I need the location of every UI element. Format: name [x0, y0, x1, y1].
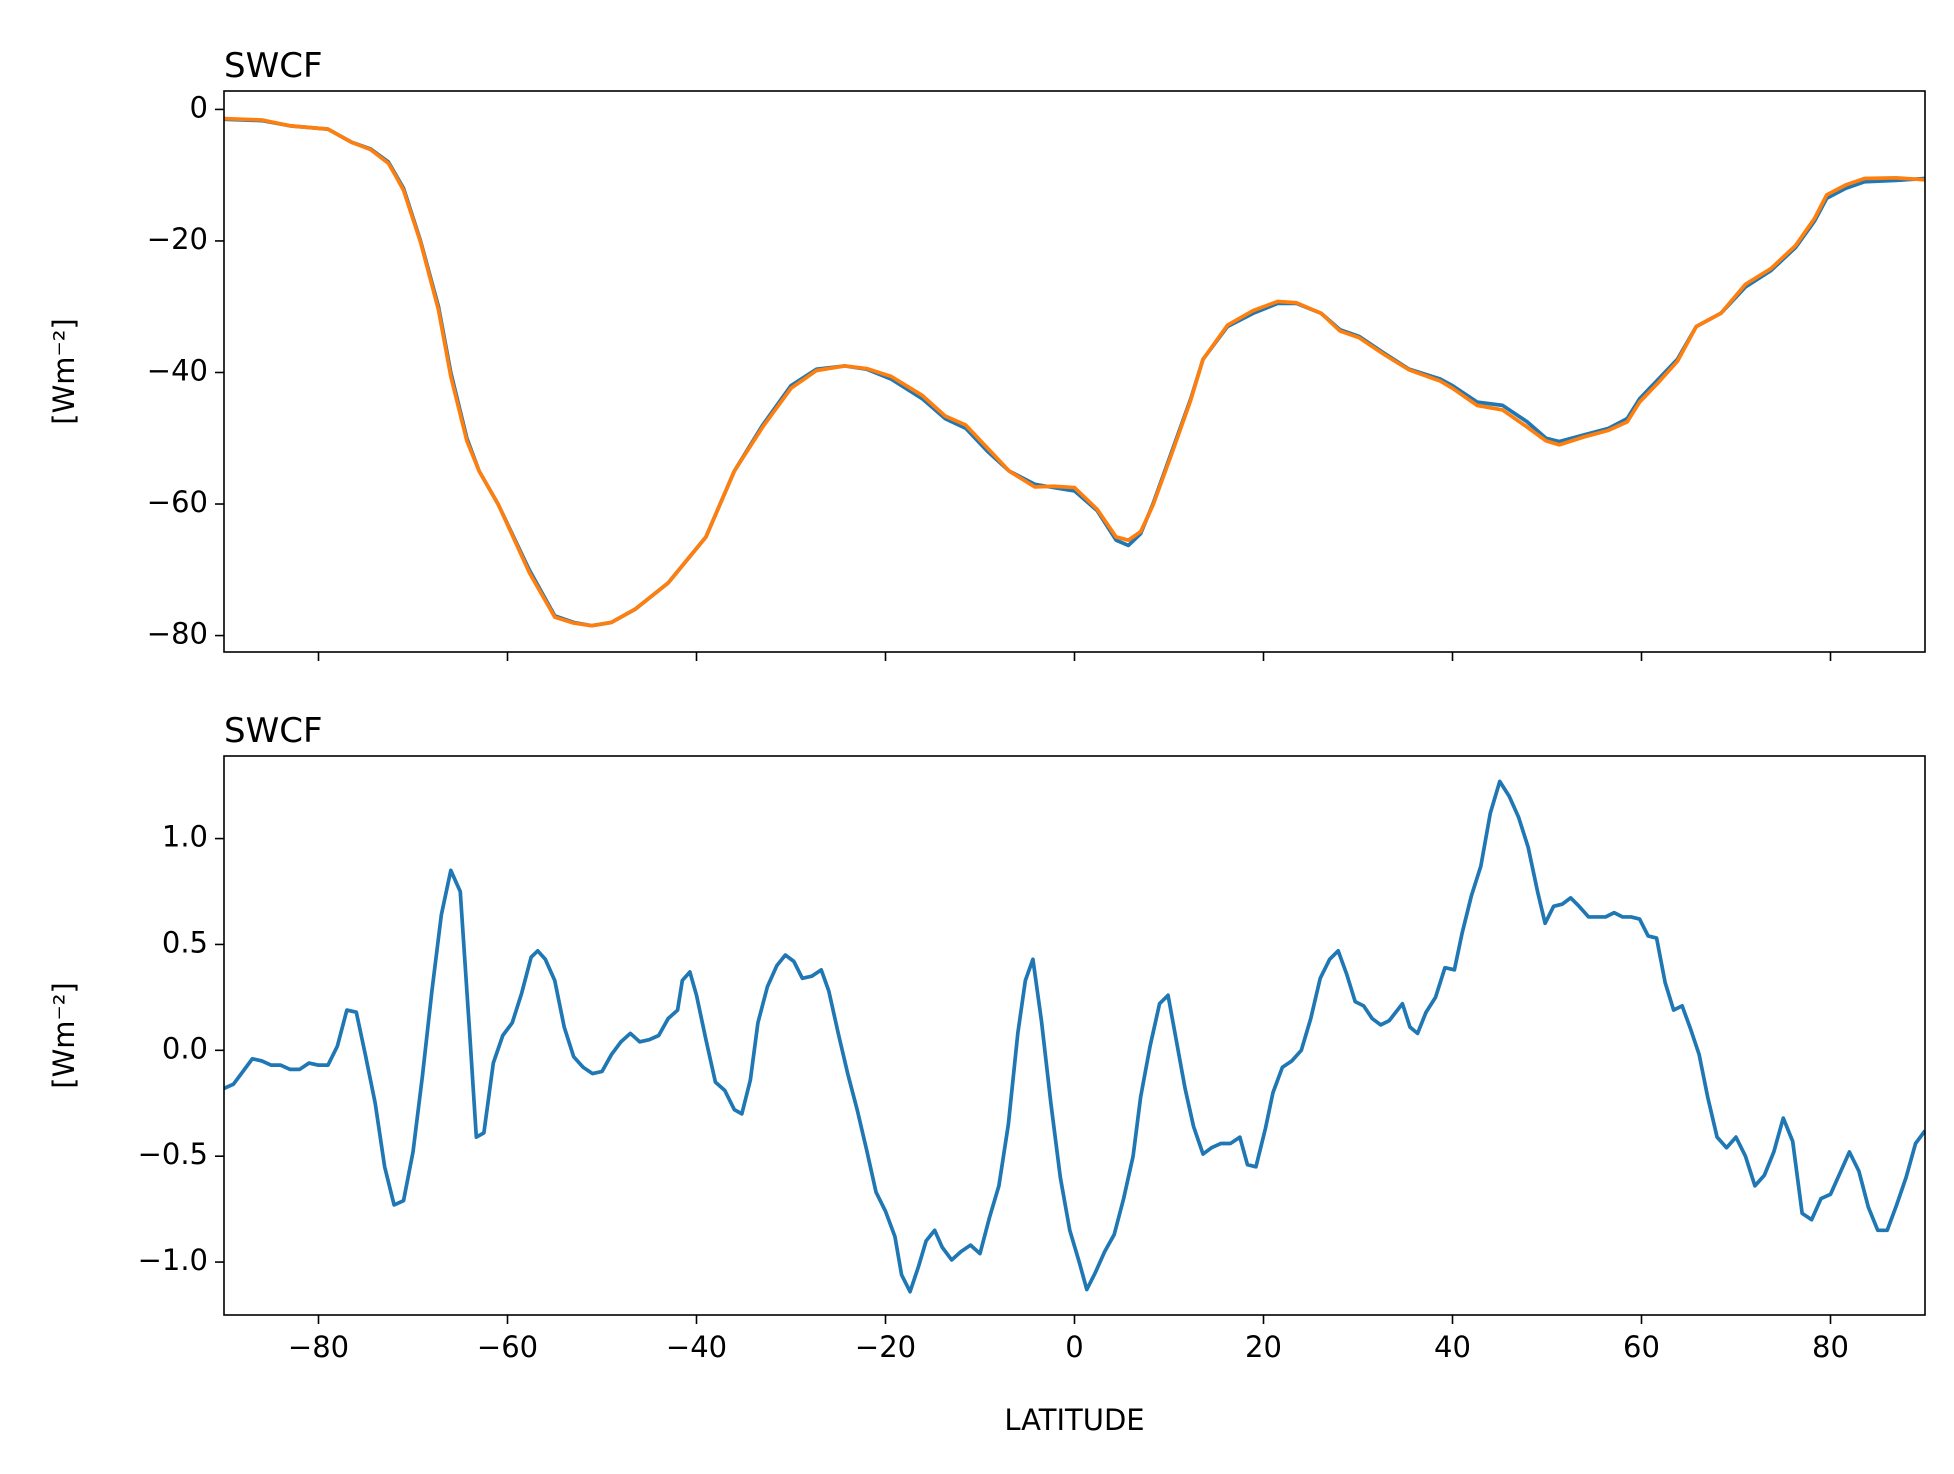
y-axis-label: [Wm⁻²] [47, 982, 81, 1088]
x-tick-label: −20 [855, 1330, 916, 1364]
x-tick-label: 60 [1623, 1330, 1660, 1364]
x-tick-label: −60 [477, 1330, 538, 1364]
x-tick-label: −80 [288, 1330, 349, 1364]
axes-title: SWCF [224, 46, 323, 86]
x-tick-label: −40 [666, 1330, 727, 1364]
axes-frame [223, 755, 1926, 1316]
x-tick-label: 80 [1812, 1330, 1849, 1364]
y-tick-label: −1.0 [138, 1243, 208, 1277]
y-tick-label: −80 [147, 617, 208, 651]
x-tick-label: 0 [1065, 1330, 1083, 1364]
x-axis-label: LATITUDE [1004, 1403, 1144, 1437]
y-tick-label: 0 [190, 90, 208, 124]
x-tick-label: 40 [1434, 1330, 1471, 1364]
axes-title: SWCF [224, 711, 323, 751]
y-tick-label: −40 [147, 353, 208, 387]
data-line [224, 779, 1925, 1294]
data-line [224, 116, 1925, 628]
y-tick-label: 0.5 [162, 925, 208, 959]
y-tick-label: −60 [147, 485, 208, 519]
x-tick-label: 20 [1245, 1330, 1282, 1364]
y-tick-label: 1.0 [162, 820, 208, 854]
y-axis-label: [Wm⁻²] [47, 318, 81, 424]
y-tick-label: 0.0 [162, 1031, 208, 1065]
y-tick-label: −20 [147, 222, 208, 256]
y-tick-label: −0.5 [138, 1137, 208, 1171]
